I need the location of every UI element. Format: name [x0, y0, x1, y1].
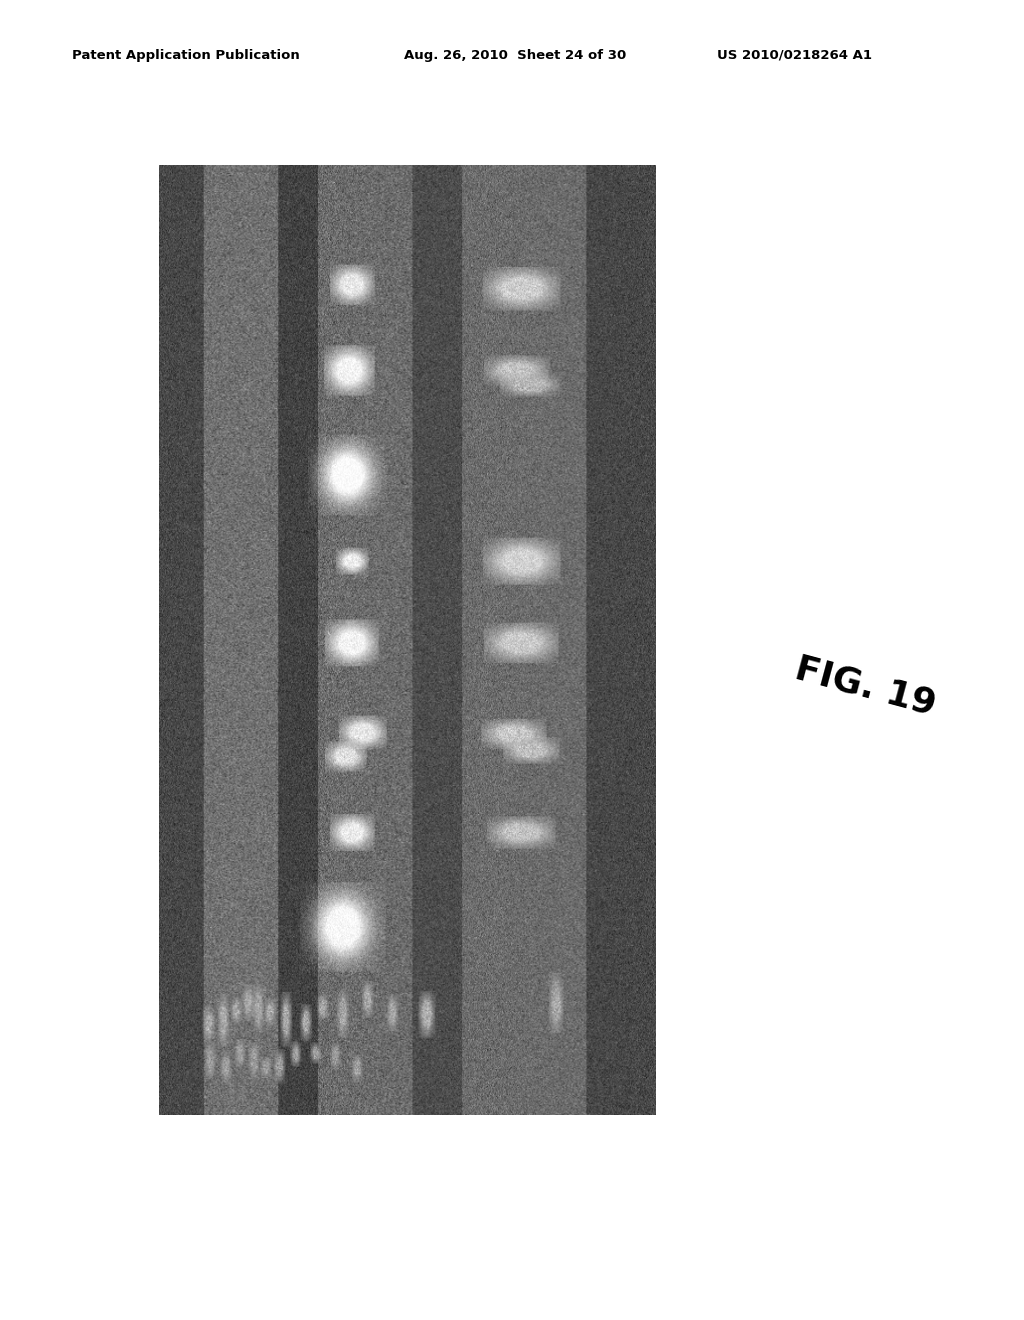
Text: Aug. 26, 2010  Sheet 24 of 30: Aug. 26, 2010 Sheet 24 of 30 — [404, 49, 627, 62]
Text: Patent Application Publication: Patent Application Publication — [72, 49, 299, 62]
Text: FIG. 19: FIG. 19 — [792, 651, 939, 722]
Text: US 2010/0218264 A1: US 2010/0218264 A1 — [717, 49, 871, 62]
